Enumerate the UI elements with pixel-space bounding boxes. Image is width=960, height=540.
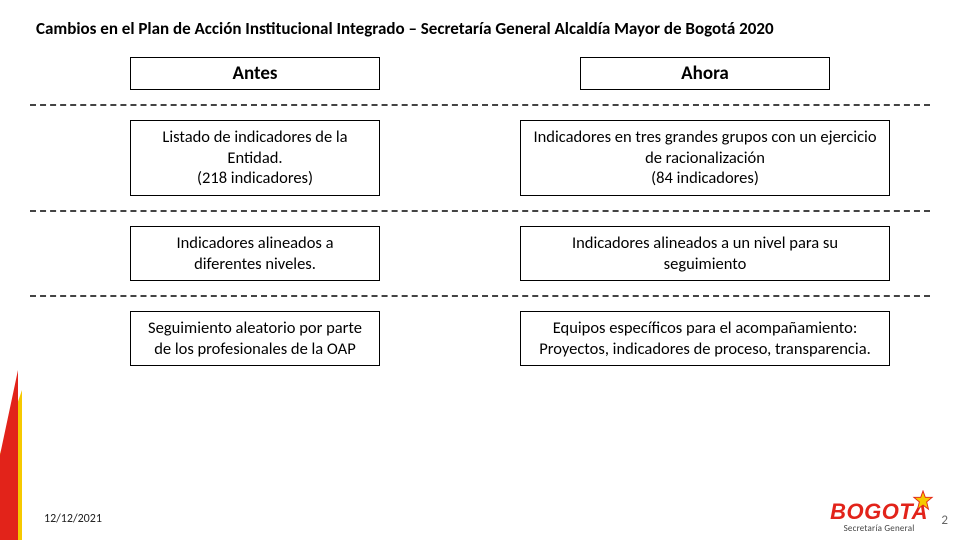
accent-triangle-red <box>0 370 18 540</box>
now-box-3: Equipos específicos para el acompañamien… <box>520 311 890 366</box>
before-box-1: Listado de indicadores de la Entidad.(21… <box>130 120 380 196</box>
now-box-1: Indicadores en tres grandes grupos con u… <box>520 120 890 196</box>
col-right: Indicadores en tres grandes grupos con u… <box>480 120 930 196</box>
logo-subtitle: Secretaría General <box>830 523 928 534</box>
logo-text: BOGOTA <box>830 502 928 522</box>
slide-number: 2 <box>941 513 948 528</box>
star-icon <box>912 490 934 512</box>
header-now: Ahora <box>580 57 830 90</box>
header-before: Antes <box>130 57 380 90</box>
page-title: Cambios en el Plan de Acción Institucion… <box>36 18 930 39</box>
footer-date: 12/12/2021 <box>44 512 102 526</box>
col-left: Listado de indicadores de la Entidad.(21… <box>30 120 480 196</box>
divider <box>30 295 930 297</box>
row-3: Seguimiento aleatorio por parte de los p… <box>30 311 930 366</box>
header-row: Antes Ahora <box>30 57 930 90</box>
col-right: Ahora <box>480 57 930 90</box>
row-2: Indicadores alineados a diferentes nivel… <box>30 226 930 281</box>
row-1: Listado de indicadores de la Entidad.(21… <box>30 120 930 196</box>
before-box-3: Seguimiento aleatorio por parte de los p… <box>130 311 380 366</box>
logo: BOGOTA Secretaría General <box>830 502 928 534</box>
now-box-2: Indicadores alineados a un nivel para su… <box>520 226 890 281</box>
col-right: Equipos específicos para el acompañamien… <box>480 311 930 366</box>
col-right: Indicadores alineados a un nivel para su… <box>480 226 930 281</box>
divider <box>30 104 930 106</box>
divider <box>30 210 930 212</box>
col-left: Antes <box>30 57 480 90</box>
slide: Cambios en el Plan de Acción Institucion… <box>0 0 960 540</box>
col-left: Indicadores alineados a diferentes nivel… <box>30 226 480 281</box>
col-left: Seguimiento aleatorio por parte de los p… <box>30 311 480 366</box>
before-box-2: Indicadores alineados a diferentes nivel… <box>130 226 380 281</box>
